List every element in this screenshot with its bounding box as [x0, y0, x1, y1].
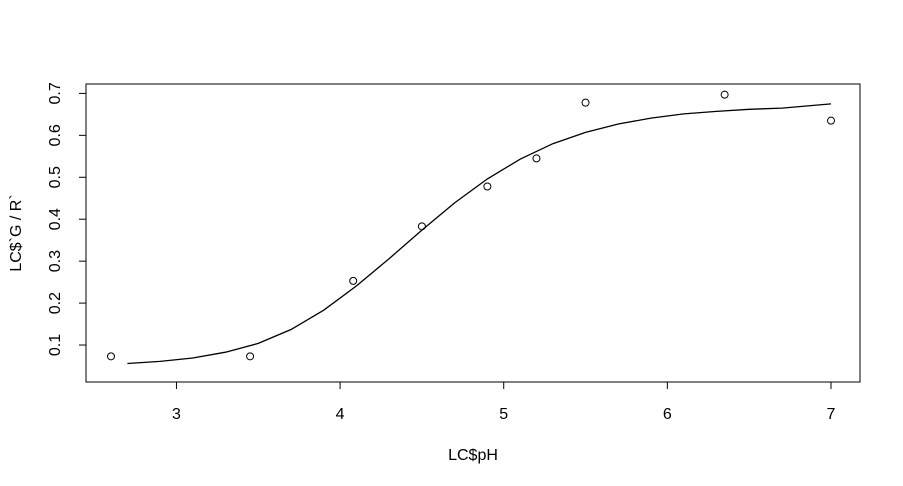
plot-frame — [85, 83, 861, 383]
data-points — [107, 90, 835, 361]
data-point — [246, 352, 255, 361]
data-point — [483, 182, 492, 191]
y-axis: 0.1 0.2 0.3 0.4 0.5 0.6 0.7 — [47, 82, 87, 356]
data-point — [417, 222, 426, 231]
data-point — [827, 116, 835, 125]
y-tick-label: 0.3 — [47, 250, 64, 272]
y-tick-label: 0.1 — [47, 334, 64, 356]
x-axis: 3 4 5 6 7 — [172, 381, 836, 423]
x-tick-label: 5 — [499, 406, 508, 423]
y-tick-label: 0.6 — [47, 124, 64, 146]
y-tick-label: 0.4 — [47, 208, 64, 230]
y-tick-label: 0.5 — [47, 166, 64, 188]
y-tick-label: 0.2 — [47, 292, 64, 314]
data-point — [349, 276, 358, 285]
x-tick-label: 7 — [827, 406, 836, 423]
data-point — [107, 352, 115, 361]
data-point — [581, 98, 590, 107]
data-point — [720, 90, 729, 99]
fitted-curve — [127, 103, 832, 365]
x-tick-label: 4 — [336, 406, 345, 423]
data-point — [532, 154, 541, 163]
x-tick-label: 6 — [663, 406, 672, 423]
y-tick-label: 0.7 — [47, 82, 64, 104]
y-axis-title: LC$`G / R` — [8, 194, 25, 271]
x-tick-label: 3 — [172, 406, 181, 423]
x-axis-title: LC$pH — [448, 447, 498, 464]
